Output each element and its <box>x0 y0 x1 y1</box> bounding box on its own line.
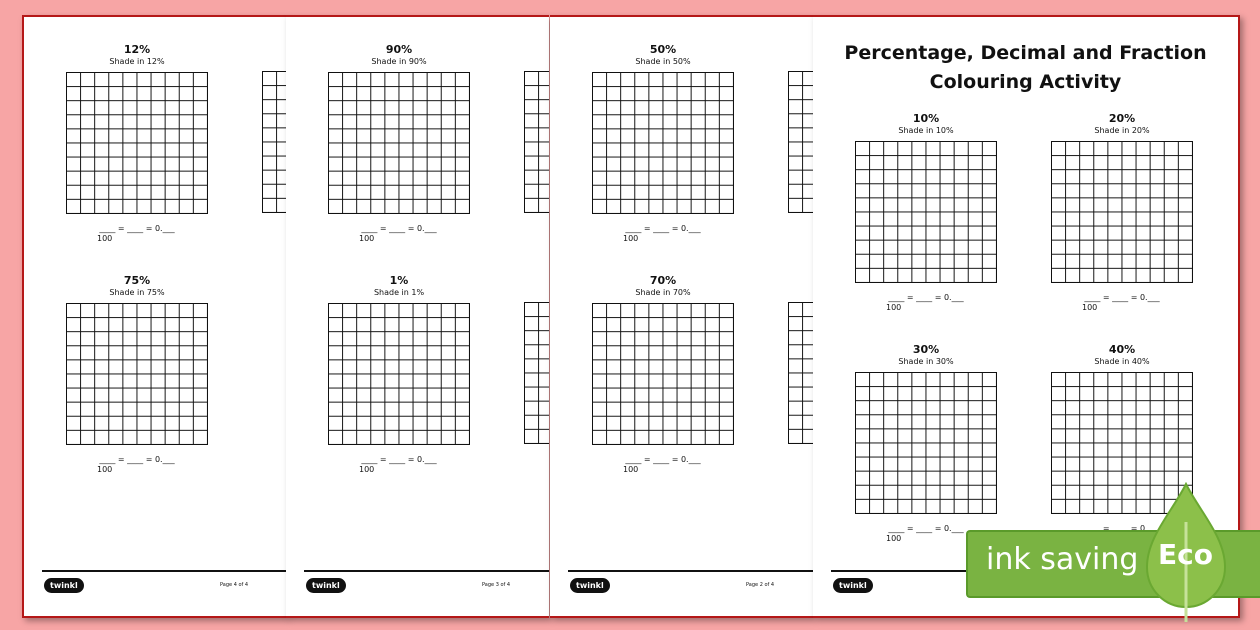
denominator: 100 <box>97 234 113 243</box>
shade-instruction: Shade in 30% <box>898 357 954 366</box>
hundred-square-grid[interactable] <box>328 303 470 445</box>
percent-heading: 10% <box>912 112 940 125</box>
shade-instruction: Shade in 50% <box>635 57 691 66</box>
shading-section: 30% Shade in 30% ____ = ____ = 0.___ 100 <box>855 343 997 544</box>
formula-blanks: ____ = ____ = 0.___ <box>625 455 701 464</box>
hundred-square-grid[interactable] <box>524 71 549 213</box>
fraction-formula: ____ = ____ = 0.___ 100 <box>66 455 208 475</box>
shading-section: 50% Shade in 50% ____ = ____ = 0.___ 100 <box>592 43 734 244</box>
twinkl-logo: twinkl <box>570 578 610 593</box>
percent-heading: 1% <box>389 274 409 287</box>
percent-heading: 20% <box>1108 112 1136 125</box>
shading-section: 10% Shade in 10% ____ = ____ = 0.___ 100 <box>855 112 997 313</box>
shade-instruction: Shade in 40% <box>1094 357 1150 366</box>
formula-blanks: ____ = ____ = 0.___ <box>361 224 437 233</box>
shading-section: 70% Shade in 70% ____ = ____ = 0.___ 100 <box>592 274 734 475</box>
hundred-square-grid[interactable] <box>66 303 208 445</box>
hundred-square-grid[interactable] <box>262 71 287 213</box>
percent-heading: 75% <box>123 274 151 287</box>
leaf-drop-icon <box>1145 482 1227 622</box>
formula-blanks: ____ = ____ = 0.___ <box>888 524 964 533</box>
fraction-formula: ____ = ____ = 0.___ 100 <box>328 224 470 244</box>
shading-section: 12% Shade in 12% ____ = ____ = 0.___ 100 <box>66 43 208 244</box>
denominator: 100 <box>623 234 639 243</box>
percent-heading: 70% <box>649 274 677 287</box>
shade-instruction: Shade in 12% <box>109 57 165 66</box>
twinkl-logo: twinkl <box>44 578 84 593</box>
eco-label: Eco <box>1158 538 1213 571</box>
percent-heading: 40% <box>1108 343 1136 356</box>
hundred-square-grid[interactable] <box>524 302 549 444</box>
hundred-square-grid[interactable] <box>1051 141 1193 283</box>
shade-instruction: Shade in 75% <box>109 288 165 297</box>
footer-line <box>568 570 813 572</box>
worksheet-page: 50% Shade in 50% ____ = ____ = 0.___ 100… <box>550 15 813 618</box>
denominator: 100 <box>886 303 902 312</box>
ink-saving-text: ink saving <box>986 542 1139 577</box>
hundred-square-grid[interactable] <box>855 141 997 283</box>
hundred-square-grid[interactable] <box>788 302 813 444</box>
worksheet-page: 12% Shade in 12% ____ = ____ = 0.___ 100… <box>22 15 287 618</box>
percent-heading: 90% <box>385 43 413 56</box>
shade-instruction: Shade in 1% <box>373 288 425 297</box>
percent-heading: 30% <box>912 343 940 356</box>
formula-blanks: ____ = ____ = 0.___ <box>888 293 964 302</box>
shade-instruction: Shade in 10% <box>898 126 954 135</box>
denominator: 100 <box>1082 303 1098 312</box>
hundred-square-grid[interactable] <box>855 372 997 514</box>
denominator: 100 <box>97 465 113 474</box>
formula-blanks: ____ = ____ = 0.___ <box>625 224 701 233</box>
shading-section: 90% Shade in 90% ____ = ____ = 0.___ 100 <box>328 43 470 244</box>
fraction-formula: ____ = ____ = 0.___ 100 <box>855 524 997 544</box>
hundred-square-grid[interactable] <box>592 72 734 214</box>
denominator: 100 <box>359 465 375 474</box>
fraction-formula: ____ = ____ = 0.___ 100 <box>855 293 997 313</box>
twinkl-logo: twinkl <box>833 578 873 593</box>
hundred-square-grid[interactable] <box>328 72 470 214</box>
denominator: 100 <box>886 534 902 543</box>
page-number: Page 3 of 4 <box>482 582 511 588</box>
title-line-2: Colouring Activity <box>929 71 1122 93</box>
shading-section: 40% Shade in 40% ____ = ____ = 0.___ 100 <box>1051 343 1193 544</box>
fraction-formula: ____ = ____ = 0.___ 100 <box>328 455 470 475</box>
shade-instruction: Shade in 90% <box>371 57 427 66</box>
worksheet-front-page: Percentage, Decimal and Fraction Colouri… <box>813 15 1240 618</box>
formula-blanks: ____ = ____ = 0.___ <box>1084 524 1160 533</box>
fraction-formula: ____ = ____ = 0.___ 100 <box>66 224 208 244</box>
fraction-formula: ____ = ____ = 0.___ 100 <box>1051 293 1193 313</box>
formula-blanks: ____ = ____ = 0.___ <box>99 224 175 233</box>
denominator: 100 <box>359 234 375 243</box>
fraction-formula: ____ = ____ = 0.___ 100 <box>592 455 734 475</box>
shade-instruction: Shade in 70% <box>635 288 691 297</box>
worksheet-page: 90% Shade in 90% ____ = ____ = 0.___ 100… <box>286 15 549 618</box>
formula-blanks: ____ = ____ = 0.___ <box>1084 293 1160 302</box>
shading-section: 75% Shade in 75% ____ = ____ = 0.___ 100 <box>66 274 208 475</box>
percent-heading: 50% <box>649 43 677 56</box>
hundred-square-grid[interactable] <box>788 71 813 213</box>
formula-blanks: ____ = ____ = 0.___ <box>361 455 437 464</box>
page-number: Page 4 of 4 <box>220 582 249 588</box>
shading-section: 1% Shade in 1% ____ = ____ = 0.___ 100 <box>328 274 470 475</box>
formula-blanks: ____ = ____ = 0.___ <box>99 455 175 464</box>
hundred-square-grid[interactable] <box>66 72 208 214</box>
page-number: Page 2 of 4 <box>746 582 775 588</box>
footer-line <box>42 570 287 572</box>
page-title: Percentage, Decimal and Fraction Colouri… <box>813 39 1238 97</box>
hundred-square-grid[interactable] <box>1051 372 1193 514</box>
fraction-formula: ____ = ____ = 0.___ 100 <box>592 224 734 244</box>
hundred-square-grid[interactable] <box>592 303 734 445</box>
title-line-1: Percentage, Decimal and Fraction <box>844 42 1207 64</box>
twinkl-logo: twinkl <box>306 578 346 593</box>
denominator: 100 <box>623 465 639 474</box>
shading-section: 20% Shade in 20% ____ = ____ = 0.___ 100 <box>1051 112 1193 313</box>
footer-line <box>304 570 549 572</box>
percent-heading: 12% <box>123 43 151 56</box>
shade-instruction: Shade in 20% <box>1094 126 1150 135</box>
